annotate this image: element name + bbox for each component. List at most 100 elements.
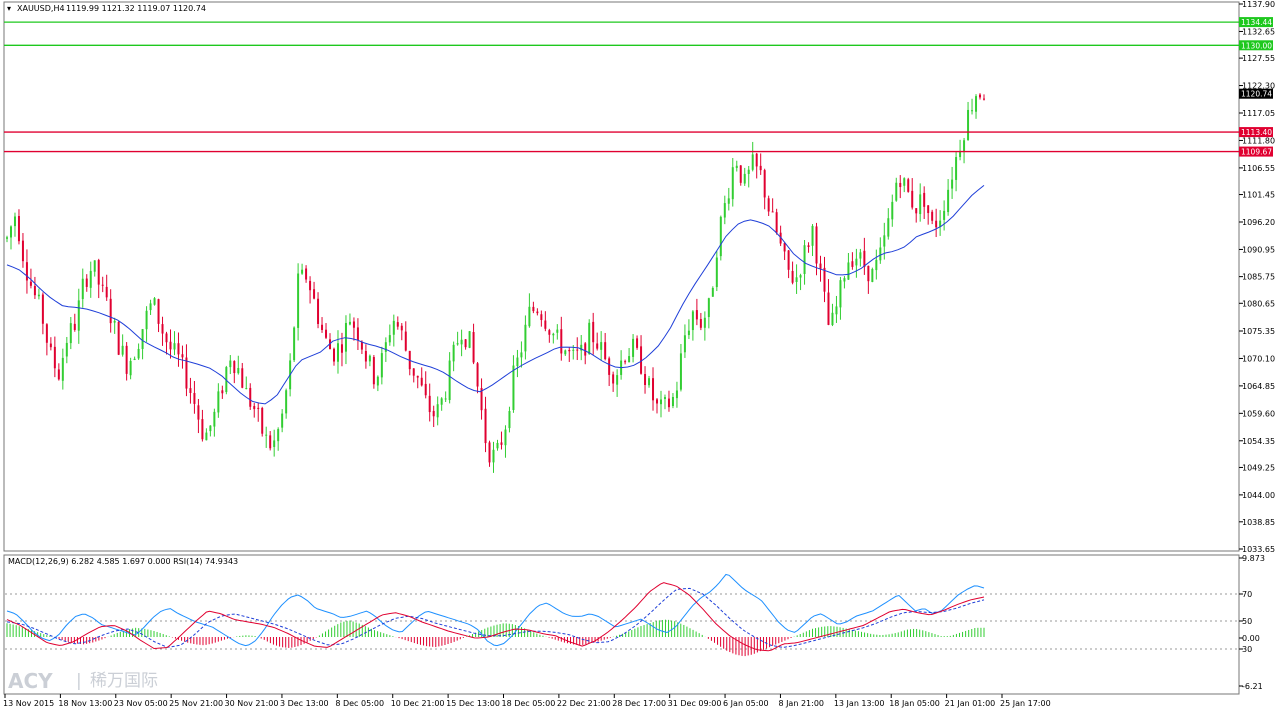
candle-body: [105, 286, 108, 298]
candle-body: [931, 211, 934, 221]
acy-logo: ACY | 稀万国际: [8, 669, 158, 693]
candle-body: [508, 411, 511, 429]
candle-body: [500, 442, 503, 445]
candle-body: [568, 349, 571, 352]
candle-body: [584, 343, 587, 356]
candle-body: [979, 94, 982, 98]
candle-body: [113, 320, 116, 323]
candle-body: [715, 257, 718, 288]
candle-body: [41, 294, 44, 324]
price-tick-label: 1038.85: [1242, 518, 1275, 527]
candle-body: [723, 203, 726, 218]
candle-body: [157, 299, 160, 324]
candle-body: [65, 342, 68, 357]
candle-body: [476, 363, 479, 387]
candle-body: [340, 344, 343, 353]
candlestick-series: [6, 93, 985, 473]
candle-body: [293, 327, 296, 361]
candle-body: [767, 198, 770, 212]
indicator-axis: 9.873 70 50 0.00 30 -6.21: [1239, 554, 1265, 691]
ohlc-label: 1119.99 1121.32 1119.07 1120.74: [66, 4, 206, 13]
candle-body: [384, 342, 387, 352]
candle-body: [791, 270, 794, 283]
candle-body: [356, 327, 359, 341]
candle-body: [249, 387, 252, 407]
candle-body: [955, 157, 958, 180]
candle-body: [807, 245, 810, 248]
candle-body: [29, 281, 32, 286]
candle-body: [544, 320, 547, 329]
candle-body: [352, 321, 355, 328]
candle-body: [153, 298, 156, 305]
candle-body: [963, 140, 966, 152]
candle-body: [656, 399, 659, 404]
candle-body: [257, 407, 260, 409]
price-tick-label: 1101.45: [1242, 191, 1275, 200]
candle-body: [364, 350, 367, 362]
candle-body: [177, 343, 180, 355]
candle-body: [528, 306, 531, 327]
candle-body: [285, 390, 288, 414]
candle-body: [699, 319, 702, 328]
candle-body: [6, 237, 8, 239]
candle-body: [887, 218, 890, 237]
candle-body: [89, 270, 92, 288]
candle-body: [536, 311, 539, 314]
candle-body: [492, 449, 495, 463]
candle-body: [440, 398, 443, 405]
candle-body: [265, 434, 268, 436]
moving-average-line: [6, 185, 985, 405]
candle-body: [396, 322, 399, 327]
candle-body: [317, 298, 320, 324]
candle-body: [879, 247, 882, 261]
horizontal-levels[interactable]: 1134.44 1130.00 1113.40 1109.67 1120.74: [4, 17, 1273, 157]
candle-body: [640, 346, 643, 374]
candle-body: [835, 306, 838, 315]
candle-body: [735, 165, 738, 169]
logo-chinese-text: 稀万国际: [90, 671, 158, 691]
candle-body: [899, 182, 902, 188]
candle-body: [9, 226, 12, 238]
candle-body: [197, 405, 200, 420]
candle-body: [560, 329, 563, 354]
time-tick-label: 18 Jan 05:00: [889, 699, 940, 708]
time-tick-label: 28 Dec 17:00: [612, 699, 666, 708]
candle-body: [69, 323, 72, 344]
candle-body: [771, 211, 774, 213]
candle-body: [488, 442, 491, 463]
candle-body: [683, 335, 686, 353]
candle-body: [348, 321, 351, 325]
macd-histogram: [6, 619, 985, 657]
candle-body: [388, 335, 391, 343]
candle-body: [77, 300, 80, 331]
time-tick-label: 8 Dec 05:00: [335, 699, 384, 708]
candle-body: [951, 179, 954, 189]
price-tick-label: 1070.10: [1242, 354, 1275, 363]
candle-body: [827, 292, 830, 325]
candle-body: [608, 358, 611, 375]
symbol-arrow-icon: ▾: [7, 4, 11, 13]
price-tick-label: 1127.55: [1242, 54, 1275, 63]
candle-body: [971, 110, 974, 112]
candle-body: [372, 357, 375, 385]
candle-body: [37, 294, 40, 297]
candle-body: [504, 429, 507, 446]
candle-body: [253, 406, 256, 410]
candle-body: [915, 208, 918, 214]
level-tag-label: 1109.67: [1241, 148, 1272, 157]
level-tag-label: 1113.40: [1241, 128, 1272, 137]
time-tick-label: 18 Dec 05:00: [502, 699, 556, 708]
candle-body: [169, 341, 172, 350]
rsi-line: [6, 573, 985, 647]
candle-body: [193, 392, 196, 404]
candle-body: [61, 357, 64, 381]
price-axis: 1137.90 1132.65 1127.55 1122.30 1117.05 1111.…: [1239, 0, 1275, 554]
candle-body: [572, 349, 575, 351]
candle-body: [863, 250, 866, 268]
candle-body: [209, 425, 212, 432]
candle-body: [165, 333, 168, 343]
level-tag: [1239, 127, 1273, 138]
price-tick-label: 1117.05: [1242, 109, 1275, 118]
candle-body: [855, 258, 858, 266]
